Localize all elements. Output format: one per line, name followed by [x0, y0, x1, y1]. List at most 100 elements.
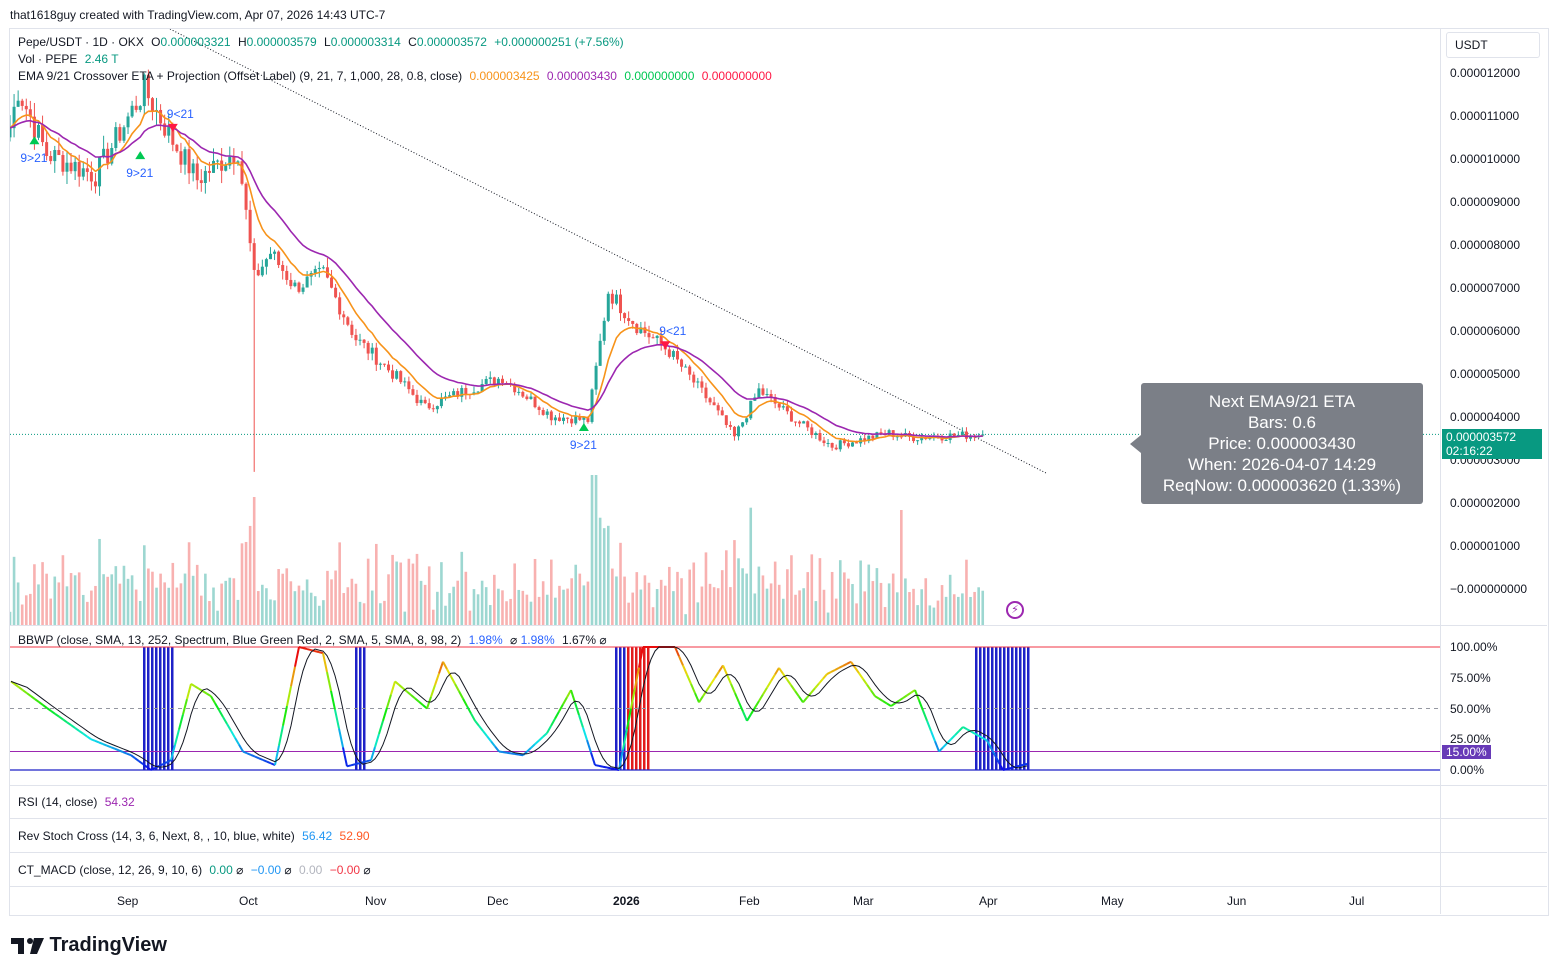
- bbwp-spectrum-segment: [522, 750, 528, 756]
- candle-body: [708, 398, 712, 403]
- candle-body: [549, 411, 553, 421]
- volume-bar: [920, 589, 923, 625]
- candle-body: [956, 434, 960, 437]
- chart-frame: [9, 28, 1549, 916]
- time-axis-label: Dec: [487, 894, 509, 908]
- volume-bar: [908, 592, 911, 625]
- candle-body: [757, 388, 761, 398]
- currency-button[interactable]: USDT: [1446, 32, 1540, 58]
- stoch-label[interactable]: Rev Stoch Cross (14, 3, 6, Next, 8, , 10…: [18, 829, 295, 843]
- bbwp-spectrum-segment: [1006, 766, 1012, 770]
- ema-indicator-label[interactable]: EMA 9/21 Crossover ETA + Projection (Off…: [18, 69, 463, 83]
- bbwp-spectrum-segment: [70, 724, 76, 729]
- candle-body: [366, 342, 370, 354]
- candle-body: [69, 162, 73, 172]
- bbwp-spectrum-segment: [446, 668, 452, 677]
- volume-bar: [883, 607, 887, 625]
- bbwp-spectrum-segment: [106, 744, 112, 749]
- macd-label[interactable]: CT_MACD (close, 12, 26, 9, 10, 6): [18, 863, 203, 877]
- tooltip-title: Next EMA9/21 ETA: [1208, 392, 1356, 411]
- price-chart[interactable]: 9>21 9>21 9<21 9>21 9<21: [10, 29, 1440, 625]
- bbwp-axis-label: 75.00%: [1450, 670, 1491, 685]
- volume-bar: [769, 583, 773, 625]
- pane-separator: [10, 852, 1547, 853]
- bbwp-spectrum-segment: [138, 760, 144, 765]
- price-axis-label: 0.000004000: [1450, 410, 1521, 424]
- volume-bar: [488, 605, 492, 625]
- volume-bar: [29, 593, 32, 625]
- candle-body: [671, 351, 675, 357]
- pane-separator: [10, 625, 1547, 626]
- bbwp-axis-label: 0.00%: [1450, 763, 1485, 777]
- candle-body: [855, 442, 859, 444]
- bull-cross-label: 9>21: [126, 166, 153, 180]
- bbwp-spectrum-segment: [242, 750, 248, 755]
- bbwp-extreme-bar: [1023, 647, 1026, 770]
- bull-cross-marker: [135, 151, 146, 160]
- bbwp-spectrum-segment: [278, 725, 284, 746]
- volume-bar: [383, 600, 386, 625]
- bbwp-spectrum-segment: [218, 709, 224, 718]
- volume-bar: [464, 571, 468, 625]
- tradingview-brand[interactable]: TradingView: [11, 934, 167, 957]
- candle-body: [73, 161, 77, 172]
- volume-bar: [598, 517, 602, 625]
- bbwp-spectrum-segment: [18, 686, 24, 692]
- bbwp-spectrum-segment: [490, 740, 496, 748]
- bbwp-spectrum-segment: [482, 730, 488, 737]
- candle-body: [142, 74, 146, 107]
- bbwp-spectrum-segment: [742, 711, 748, 722]
- candle-body: [175, 144, 179, 152]
- price-axis-label: −0.000000000: [1450, 582, 1528, 596]
- bbwp-spectrum-segment: [810, 687, 816, 694]
- candle-body: [293, 282, 297, 287]
- bbwp-spectrum-segment: [934, 740, 940, 752]
- bbwp-spectrum-segment: [386, 694, 392, 708]
- volume-bar: [57, 582, 61, 625]
- rsi-label[interactable]: RSI (14, close): [18, 795, 98, 809]
- volume-bar: [643, 575, 647, 625]
- bbwp-spectrum-segment: [226, 723, 232, 732]
- eta-tooltip: Next EMA9/21 ETA Bars: 0.6 Price: 0.0000…: [1141, 383, 1423, 504]
- volume-bar: [659, 579, 663, 625]
- candle-body: [171, 125, 175, 145]
- bbwp-spectrum-segment: [410, 694, 416, 700]
- candle-body: [391, 370, 395, 379]
- bbwp-spectrum-segment: [330, 690, 336, 710]
- volume-bar: [834, 598, 838, 625]
- bbwp-spectrum-segment: [514, 753, 520, 756]
- lightning-icon[interactable]: ⚡: [1006, 601, 1024, 619]
- candle-body: [191, 163, 195, 174]
- candle-body: [427, 403, 431, 409]
- volume-bar: [786, 569, 789, 625]
- volume-bar: [501, 590, 504, 625]
- volume-bar: [106, 576, 109, 625]
- candle-body: [179, 151, 183, 165]
- bbwp-spectrum-segment: [442, 661, 448, 670]
- bbwp-label[interactable]: BBWP (close, SMA, 13, 252, Spectrum, Blu…: [18, 633, 462, 647]
- bbwp-spectrum-segment: [466, 705, 472, 714]
- volume-label[interactable]: Vol · PEPE: [18, 52, 78, 66]
- bbwp-spectrum-segment: [630, 687, 636, 709]
- volume-bar: [199, 595, 203, 625]
- volume-bar: [342, 593, 346, 625]
- volume-bar: [952, 594, 956, 625]
- candle-body: [456, 391, 460, 397]
- volume-bar: [802, 588, 805, 625]
- volume-bar: [187, 542, 191, 625]
- volume-bar: [431, 609, 435, 625]
- bbwp-spectrum-segment: [350, 763, 356, 767]
- candle-body: [822, 440, 826, 444]
- bbwp-legend: BBWP (close, SMA, 13, 252, Spectrum, Blu…: [18, 633, 607, 647]
- bbwp-spectrum-segment: [862, 678, 868, 686]
- volume-bar: [309, 592, 313, 625]
- volume-bar: [49, 598, 52, 625]
- symbol-label[interactable]: Pepe/USDT · 1D · OKX: [18, 35, 144, 49]
- bbwp-pane[interactable]: [10, 630, 1440, 782]
- bbwp-spectrum-segment: [882, 700, 888, 705]
- rsi-value: 54.32: [104, 795, 135, 809]
- price-axis-label: 0.000012000: [1450, 66, 1521, 80]
- candle-body: [203, 170, 207, 184]
- volume-bar: [301, 590, 305, 625]
- bbwp-spectrum-segment: [238, 744, 244, 753]
